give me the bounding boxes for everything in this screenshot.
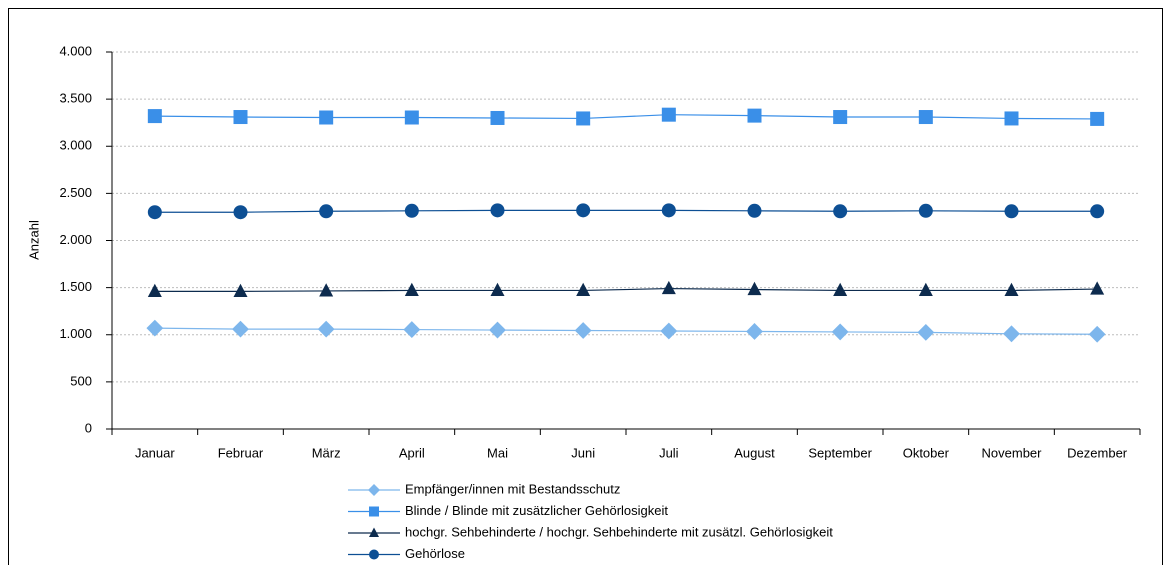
- y-tick-label: 0: [85, 420, 92, 435]
- marker: [146, 319, 164, 337]
- y-tick-label: 3.000: [59, 138, 92, 153]
- marker: [317, 320, 335, 338]
- marker: [1003, 325, 1020, 343]
- marker: [831, 323, 849, 341]
- marker: [576, 203, 591, 218]
- marker: [1090, 281, 1105, 295]
- y-tick-label: 3.500: [59, 91, 92, 106]
- marker: [1090, 111, 1105, 126]
- x-tick-label: November: [982, 445, 1043, 460]
- marker: [319, 204, 334, 219]
- x-tick-label: Februar: [218, 445, 264, 460]
- y-tick-label: 2.500: [59, 185, 92, 200]
- marker: [1088, 325, 1106, 343]
- marker: [369, 527, 379, 537]
- series-line: [154, 287, 1098, 292]
- legend-label: hochgr. Sehbehinderte / hochgr. Sehbehin…: [405, 524, 833, 539]
- marker: [918, 203, 933, 218]
- marker: [576, 282, 591, 297]
- marker: [369, 506, 379, 517]
- legend-label: Gehörlose: [405, 546, 465, 561]
- marker: [918, 282, 933, 297]
- marker: [1004, 204, 1019, 219]
- chart-frame: [8, 8, 1163, 565]
- marker: [746, 323, 763, 340]
- marker: [404, 110, 419, 125]
- y-axis-title: Anzahl: [26, 220, 41, 260]
- marker: [833, 110, 848, 125]
- x-tick-label: Januar: [135, 445, 175, 460]
- series-line: [154, 327, 1098, 335]
- marker: [661, 203, 676, 218]
- marker: [917, 323, 935, 341]
- marker: [661, 280, 676, 295]
- x-tick-label: September: [808, 445, 872, 460]
- legend-label: Empfänger/innen mit Bestandsschutz: [405, 481, 620, 496]
- marker: [369, 549, 379, 560]
- marker: [489, 321, 506, 339]
- x-tick-label: Dezember: [1067, 445, 1128, 460]
- marker: [233, 205, 248, 220]
- x-tick-label: März: [312, 445, 341, 460]
- marker: [918, 110, 933, 125]
- y-tick-label: 1.500: [59, 279, 92, 294]
- x-tick-label: Juni: [571, 445, 595, 460]
- marker: [147, 205, 162, 220]
- x-tick-label: August: [734, 445, 775, 460]
- marker: [747, 108, 762, 123]
- x-tick-label: Mai: [487, 445, 508, 460]
- marker: [232, 320, 249, 338]
- marker: [747, 281, 762, 296]
- marker: [147, 109, 162, 124]
- y-tick-label: 4.000: [59, 43, 92, 58]
- marker: [576, 111, 591, 126]
- marker: [319, 283, 334, 297]
- marker: [403, 321, 421, 338]
- marker: [1004, 282, 1019, 297]
- y-tick-label: 500: [70, 373, 92, 388]
- marker: [490, 282, 505, 297]
- marker: [833, 282, 848, 297]
- marker: [833, 204, 848, 219]
- marker: [368, 484, 380, 496]
- series-line: [154, 209, 1098, 213]
- marker: [233, 283, 248, 297]
- marker: [747, 203, 762, 218]
- legend-label: Blinde / Blinde mit zusätzlicher Gehörlo…: [405, 503, 668, 518]
- marker: [404, 203, 419, 218]
- marker: [661, 107, 676, 122]
- marker: [233, 110, 248, 125]
- marker: [574, 322, 592, 339]
- x-tick-label: Juli: [659, 445, 679, 460]
- marker: [1090, 204, 1105, 219]
- y-tick-label: 2.000: [59, 232, 92, 247]
- marker: [660, 322, 678, 340]
- marker: [490, 110, 505, 125]
- series-line: [154, 114, 1098, 120]
- marker: [147, 283, 162, 297]
- marker: [319, 110, 334, 125]
- y-tick-label: 1.000: [59, 326, 92, 341]
- marker: [490, 203, 505, 218]
- marker: [1004, 111, 1019, 126]
- x-tick-label: April: [399, 445, 425, 460]
- x-tick-label: Oktober: [903, 445, 950, 460]
- marker: [404, 282, 419, 297]
